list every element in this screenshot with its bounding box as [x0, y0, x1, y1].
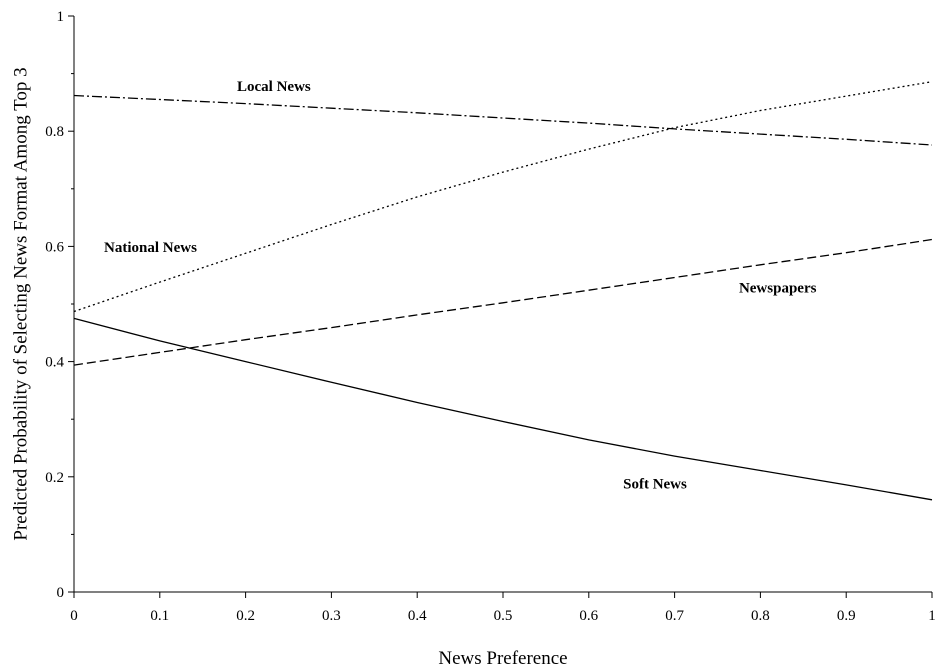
x-tick-label: 0.4: [408, 608, 427, 624]
y-tick-label: 0: [57, 585, 65, 601]
x-tick-label: 0.7: [665, 608, 684, 624]
label-soft-news: Soft News: [623, 476, 687, 492]
x-tick-label: 0.8: [751, 608, 770, 624]
x-tick-label: 0.9: [837, 608, 856, 624]
x-axis-ticks: 0 0.1 0.2 0.3 0.4 0.5 0.6 0.7 0.8 0.9 1: [70, 592, 936, 624]
y-axis-title: Predicted Probability of Selecting News …: [10, 67, 31, 540]
x-tick-label: 0: [70, 608, 78, 624]
x-tick-label: 0.6: [579, 608, 598, 624]
series-line-national-news: [73, 81, 933, 313]
y-tick-label: 0.4: [45, 355, 64, 371]
x-axis-title: News Preference: [438, 648, 567, 668]
x-tick-label: 1: [928, 608, 936, 624]
x-tick-label: 0.1: [150, 608, 169, 624]
series-line-newspapers: [73, 238, 933, 366]
x-tick-label: 0.3: [322, 608, 341, 624]
series-labels: Local News National News Newspapers Soft Ne…: [104, 79, 817, 492]
x-tick-label: 0.5: [494, 608, 513, 624]
axes: [73, 16, 932, 593]
label-local-news: Local News: [237, 79, 311, 95]
series-line-soft-news: [73, 317, 933, 501]
x-tick-label: 0.2: [236, 608, 255, 624]
label-newspapers: Newspapers: [739, 280, 817, 296]
y-axis-ticks: 0 0.2 0.4 0.6 0.8 1: [45, 9, 74, 601]
series-lines: [73, 81, 933, 501]
y-tick-label: 0.2: [45, 470, 64, 486]
y-tick-label: 0.8: [45, 124, 64, 140]
y-tick-label: 1: [57, 9, 65, 25]
label-national-news: National News: [104, 240, 197, 256]
y-tick-label: 0.6: [45, 239, 64, 255]
series-line-local-news: [73, 94, 933, 146]
